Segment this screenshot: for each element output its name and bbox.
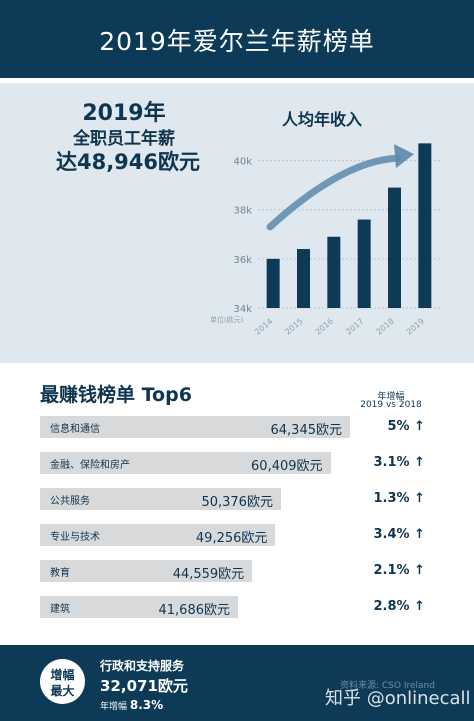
footer-growth: 年增幅 8.3% [100, 698, 163, 712]
footer-salary: 32,071欧元 [100, 677, 188, 695]
growth-value: 2.1% [373, 563, 415, 578]
ranking-label: 信息和通信 [50, 424, 100, 435]
bar [327, 236, 341, 308]
ranking-growth: 3.1% ↑ [350, 455, 426, 470]
growth-value: 2.8% [373, 599, 415, 614]
y-tick-label: 40k [233, 157, 252, 168]
ranking-bar [40, 452, 331, 474]
growth-header: 年增幅 [377, 392, 405, 402]
ranking-value: 49,256欧元 [195, 531, 268, 546]
arrow-up-icon: ↑ [414, 527, 425, 542]
header-banner [0, 0, 474, 78]
summary-subtitle: 全职员工年薪 [73, 129, 175, 149]
arrow-up-icon: ↑ [414, 455, 425, 470]
ranking-growth: 5% ↑ [350, 419, 425, 434]
growth-value: 3.4% [373, 527, 415, 542]
watermark: 知乎 @onlinecall [325, 688, 471, 709]
ranking-label: 专业与技术 [50, 532, 100, 543]
arrow-up-icon: ↑ [414, 419, 425, 434]
growth-value: 3.1% [373, 455, 415, 470]
x-tick-label: 2018 [374, 317, 395, 337]
header-divider [0, 78, 474, 83]
footer-growth-value: 8.3% [129, 698, 164, 712]
bar [418, 143, 432, 308]
ranking-title: 最赚钱榜单 Top6 [40, 384, 192, 406]
ranking-value: 64,345欧元 [270, 423, 343, 438]
x-tick-label: 2015 [283, 317, 304, 337]
trend-arrow-body [266, 154, 402, 231]
ranking-growth: 2.8% ↑ [350, 599, 426, 614]
trend-arrow-head [394, 144, 414, 169]
summary-year: 2019年 [82, 101, 166, 126]
arrow-up-icon: ↑ [414, 599, 425, 614]
x-tick-label: 2014 [253, 317, 274, 337]
arrow-up-icon: ↑ [414, 563, 425, 578]
ranking-label: 建筑 [50, 604, 70, 615]
ranking-bar [40, 596, 238, 618]
ranking-label: 教育 [50, 568, 70, 579]
ranking-label: 金融、保险和房产 [50, 460, 130, 471]
bar [357, 219, 371, 308]
y-tick-label: 36k [233, 255, 252, 266]
y-tick-label: 34k [233, 304, 252, 315]
ranking-value: 60,409欧元 [251, 459, 323, 474]
x-tick-label: 2016 [314, 317, 335, 337]
ranking-bar [40, 560, 253, 582]
ranking-value: 41,686欧元 [158, 603, 231, 618]
footer-growth-label: 年增幅 [100, 702, 128, 712]
bar [266, 258, 280, 308]
ranking-bar [40, 416, 350, 438]
ranking-value: 50,376欧元 [201, 495, 273, 510]
max-growth-badge [40, 659, 85, 704]
arrow-up-icon: ↑ [414, 491, 425, 506]
x-tick-label: 2017 [344, 317, 365, 337]
ranking-label: 公共服务 [50, 496, 90, 507]
unit-label: 单位(欧元) [210, 315, 244, 324]
ranking-bar [40, 488, 281, 510]
income-bar-chart: 34k 36k 38k 40k 2014 2015 2016 2017 2018 2019 单位(欧… [210, 143, 440, 337]
badge-text-1: 增幅 [50, 668, 75, 682]
ranking-bar [40, 524, 276, 546]
chart-title: 人均年收入 [282, 110, 363, 129]
page-title: 2019年爱尔兰年薪榜单 [99, 27, 375, 56]
growth-header-period: 2019 vs 2018 [360, 400, 422, 410]
ranking-growth: 3.4% ↑ [350, 527, 426, 542]
summary-amount: 达48,946欧元 [55, 150, 201, 174]
bar [297, 249, 310, 308]
ranking-value: 44,559欧元 [172, 567, 245, 582]
source-note: 资料来源: CSO Ireland [340, 681, 435, 691]
badge-text-2: 最大 [50, 684, 75, 698]
y-tick-label: 38k [233, 206, 252, 217]
growth-value: 5% [387, 419, 415, 434]
growth-value: 1.3% [373, 491, 415, 506]
footer-sector: 行政和支持服务 [100, 659, 185, 673]
bar [388, 187, 401, 308]
x-tick-label: 2019 [405, 317, 426, 337]
ranking-growth: 1.3% ↑ [350, 491, 426, 506]
ranking-growth: 2.1% ↑ [350, 563, 426, 578]
